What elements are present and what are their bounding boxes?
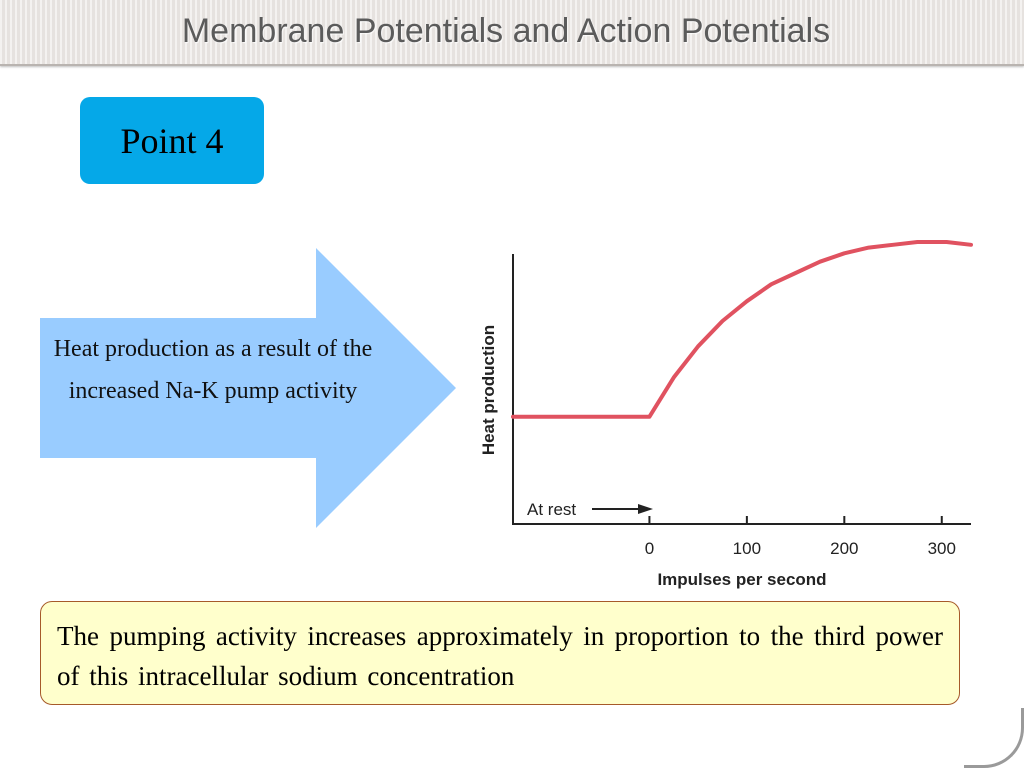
- heat-production-chart: 0 100 200 300 Heat production Impulses per …: [479, 240, 973, 589]
- at-rest-arrow-head: [638, 504, 653, 514]
- slide-title: Membrane Potentials and Action Potential…: [181, 12, 831, 50]
- at-rest-label: At rest: [527, 500, 576, 519]
- arrow-polygon: [40, 248, 456, 528]
- x-tick-label: 200: [830, 539, 858, 558]
- note-box: The pumping activity increases approxima…: [40, 601, 960, 705]
- x-axis-label: Impulses per second: [657, 570, 826, 589]
- point-badge: Point 4: [80, 97, 264, 184]
- arrow-text: Heat production as a result of the incre…: [53, 336, 373, 404]
- heat-curve: [511, 240, 973, 419]
- slide-corner-decoration: [964, 708, 1024, 768]
- arrow-shape: [40, 248, 456, 528]
- x-tick-label: 0: [645, 539, 654, 558]
- x-tick-label: 100: [733, 539, 761, 558]
- x-tick-label: 300: [928, 539, 956, 558]
- title-bar: Membrane Potentials and Action Potential…: [0, 0, 1024, 66]
- x-ticks: 0 100 200 300: [645, 516, 956, 558]
- y-axis-label: Heat production: [479, 325, 498, 455]
